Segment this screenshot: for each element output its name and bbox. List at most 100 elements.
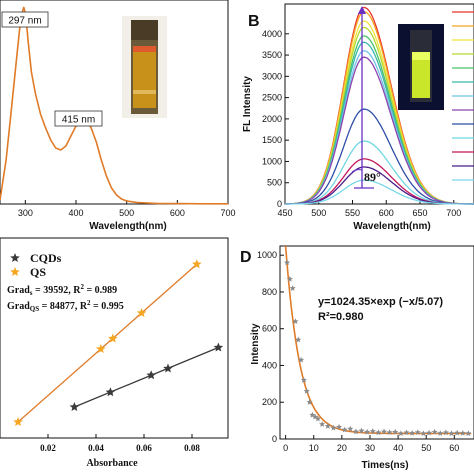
decay-point: [341, 426, 348, 433]
d-x-tick-label: 50: [421, 443, 431, 453]
b-y-tick-label: 500: [267, 178, 282, 188]
b-y-tick-label: 0: [277, 199, 282, 209]
emission-curve: [284, 108, 474, 205]
panel-c-xlabel: Absorbance: [86, 458, 138, 469]
legend-star: [10, 253, 20, 262]
d-y-tick-label: 800: [262, 287, 277, 297]
legend-marker-qs: [10, 267, 20, 276]
decay-point: [414, 429, 421, 435]
peak-label-415-text: 415 nm: [62, 115, 95, 126]
panel-c-x-ticks: 0.02 0.04 0.06 0.08: [40, 434, 200, 453]
gradient-cqds-label: Grads = 39592, R2 = 0.989: [7, 283, 117, 297]
panel-d-xlabel: Times(ns): [361, 460, 408, 471]
decay-point: [369, 428, 376, 434]
decay-point: [375, 429, 382, 436]
legend-label-qs: QS: [30, 265, 46, 279]
data-point: [192, 259, 202, 269]
decay-point: [431, 428, 438, 435]
panel-c-plot: [13, 259, 224, 426]
decay-point: [300, 377, 307, 383]
fit-r-squared: R²=0.980: [318, 311, 364, 323]
b-y-tick-label: 2500: [262, 93, 282, 103]
decay-point: [403, 429, 410, 436]
peak-label-297: 297 nm: [1, 11, 49, 28]
fit-equation: y=1024.35×exp (−x/5.07): [318, 296, 443, 308]
panel-b-frame: [284, 3, 474, 205]
panel-b-ylabel: FL Intensity: [242, 76, 253, 132]
decay-point: [397, 430, 404, 437]
decay-point: [306, 399, 313, 405]
b-y-tick-label: 4000: [262, 29, 282, 39]
decay-point: [298, 356, 305, 363]
decay-point: [426, 429, 433, 436]
decay-point: [442, 429, 449, 436]
c-tick-label: 0.08: [184, 443, 200, 453]
legend-marker-cqds: [10, 253, 20, 262]
decay-point: [336, 423, 343, 430]
b-y-tick-label: 3500: [262, 50, 282, 60]
panel-c-frame: [0, 237, 229, 439]
panel-c: 0.02 0.04 0.06 0.08 CQDs QS Grads = 39592, …: [0, 237, 229, 469]
fit-line: [74, 346, 219, 408]
decay-point: [303, 388, 310, 394]
a-tick-label: 700: [220, 208, 235, 218]
panel-a-x-ticks: 300 400 500 600 700: [18, 200, 236, 218]
c-tick-label: 0.06: [136, 443, 152, 453]
decay-point: [309, 411, 316, 418]
a-tick-label: 400: [68, 208, 83, 218]
d-x-tick-label: 10: [309, 443, 319, 453]
decay-point: [284, 259, 291, 266]
decay-point: [289, 285, 296, 291]
b-y-tick-label: 1000: [262, 156, 282, 166]
d-y-tick-label: 1000: [257, 250, 277, 260]
panel-a-xlabel: Wavelength(nm): [89, 221, 166, 232]
angle-label: 89°: [364, 170, 381, 184]
c-tick-label: 0.04: [88, 443, 104, 453]
data-point: [163, 363, 173, 373]
decay-point: [358, 427, 365, 434]
b-y-tick-label: 2000: [262, 114, 282, 124]
a-tick-label: 500: [119, 208, 134, 218]
d-x-tick-label: 60: [449, 443, 459, 453]
data-point: [105, 387, 116, 397]
decay-point: [465, 430, 472, 437]
panel-b-emission-curves: [284, 6, 474, 205]
decay-point: [295, 336, 302, 343]
b-x-tick-label: 450: [277, 208, 292, 218]
panel-b-xlabel: Wavelength(nm): [353, 221, 430, 232]
decay-point: [352, 428, 359, 435]
data-point: [108, 333, 118, 343]
decay-point: [330, 424, 337, 431]
a-tick-label: 300: [18, 208, 33, 218]
c-tick-label: 0.02: [40, 443, 56, 453]
panel-d-letter: D: [240, 249, 252, 266]
peak-label-297-text: 297 nm: [8, 16, 41, 27]
decay-point: [409, 429, 416, 436]
b-x-tick-label: 500: [311, 208, 326, 218]
vial-photo-b: [398, 24, 444, 110]
panel-b-letter: B: [248, 13, 260, 30]
d-y-tick-label: 200: [262, 397, 277, 407]
d-x-tick-label: 30: [365, 443, 375, 453]
data-point: [13, 417, 23, 426]
panel-a-frame: [0, 0, 229, 205]
decay-point: [314, 415, 321, 422]
b-x-tick-label: 550: [345, 208, 360, 218]
decay-point: [448, 430, 455, 437]
b-y-tick-label: 3000: [262, 71, 282, 81]
data-point: [213, 342, 224, 352]
d-x-tick-label: 40: [393, 443, 403, 453]
decay-point: [459, 429, 466, 436]
legend-star: [10, 267, 20, 276]
peak-label-415: 415 nm: [54, 110, 103, 127]
b-x-tick-label: 600: [379, 208, 394, 218]
panel-b-ticks: 450 500 550 600 650 700 0 500 1000 1500 2000 2500 30…: [262, 29, 461, 218]
decay-point: [420, 430, 427, 437]
decay-point: [392, 428, 399, 435]
a-tick-label: 600: [170, 208, 185, 218]
d-y-tick-label: 0: [272, 434, 277, 444]
fit-line: [17, 263, 198, 423]
d-y-tick-label: 400: [262, 360, 277, 370]
panel-a-absorbance-curve: [0, 6, 228, 205]
